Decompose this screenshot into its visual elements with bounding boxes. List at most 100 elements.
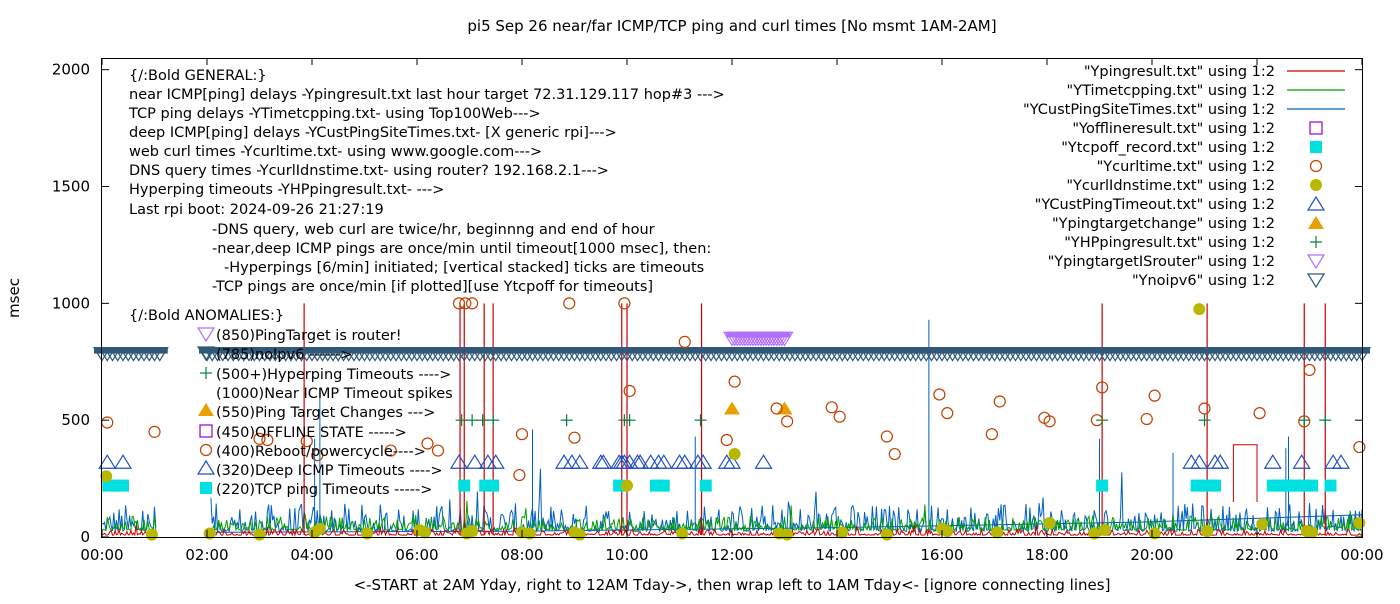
ycustping-timeout-point [554, 454, 574, 469]
ycurldns-point [145, 528, 158, 541]
x-tick-label: 12:00 [710, 546, 753, 564]
ypingtarget-change-point [724, 401, 740, 415]
anomaly-hyperping-icon [200, 367, 212, 379]
anomaly-offline-icon [199, 424, 213, 438]
ynoipv6-band [199, 347, 1370, 354]
x-tick-label: 08:00 [500, 546, 543, 564]
annotation-block: {/:Bold GENERAL:} near ICMP[ping] delays … [128, 68, 725, 498]
legend-label: "Ypingresult.txt" using 1:2 [1084, 64, 1275, 80]
ycurltime-point [1090, 414, 1103, 427]
ycustping-timeout-point [628, 454, 647, 469]
ycurldns-point [1098, 523, 1111, 536]
ycustping-timeout-point [1324, 454, 1343, 469]
ycurltime-point [101, 416, 114, 429]
annotation-line: -TCP pings are once/min [if plotted][use… [212, 279, 653, 295]
ycurltime-point [678, 335, 691, 348]
legend-swatch [1306, 273, 1326, 289]
ycurldns-point [1306, 526, 1319, 539]
ycurltime-point [459, 297, 472, 310]
annotation-line: -Hyperpings [6/min] initiated; [vertical… [224, 260, 704, 276]
annotation-line: Hyperping timeouts -YHPpingresult.txt- -… [129, 182, 444, 198]
ycustping-timeout-point [722, 454, 742, 469]
ycurldns-point [676, 527, 689, 540]
x-tick-label: 04:00 [290, 546, 333, 564]
annotation-line: Last rpi boot: 2024-09-26 21:27:19 [129, 202, 384, 218]
ycustping-timeout-point [113, 454, 133, 469]
ycurltime-point [563, 297, 576, 310]
x-tick-label: 20:00 [1130, 546, 1173, 564]
ycurldns-point [621, 479, 633, 492]
yhpping-point [560, 414, 573, 427]
anomaly-target-change-icon [198, 403, 214, 416]
x-tick-label: 00:00 [1340, 546, 1383, 564]
ycustping-timeout-point [1190, 454, 1209, 469]
ycurltime-point [300, 435, 313, 448]
ytcpoff-point [1209, 479, 1221, 492]
ycurldns-point [418, 526, 431, 539]
ycurldns-point [1043, 516, 1056, 529]
yhpping-point [487, 414, 500, 427]
legend-label: "Ynoipv6" using 1:2 [1132, 273, 1275, 289]
anomaly-reboot-icon [199, 443, 213, 457]
ytcpoff-point [458, 479, 471, 492]
ycurltime-point [933, 388, 946, 401]
ycurltime-point [623, 384, 636, 398]
ycustping-timeout-point [649, 454, 668, 469]
ycustping-timeout-point [688, 454, 707, 469]
x-tick-label: 18:00 [1025, 546, 1068, 564]
x-tick-label: 22:00 [1235, 546, 1278, 564]
ycurldns-point [991, 526, 1004, 539]
chart-title: pi5 Sep 26 near/far ICMP/TCP ping and cu… [467, 17, 996, 35]
ytcpoff-point [117, 479, 129, 492]
ycustping-timeout-point [631, 454, 650, 469]
legend-label: "Ypingtargetchange" using 1:2 [1052, 216, 1275, 232]
ycurldns-point [1193, 303, 1206, 316]
ycustping-timeout-point [675, 454, 694, 469]
ycustping-timeout-point [1211, 454, 1230, 469]
annotation-line: -near,deep ICMP pings are once/min until… [212, 241, 711, 257]
ycurltime-point [833, 410, 846, 423]
legend-swatch [1309, 121, 1323, 135]
ycurltime-point [513, 468, 526, 482]
ycurltime-point [466, 297, 479, 310]
legend-label: "YHPpingresult.txt" using 1:2 [1064, 235, 1275, 251]
ycurltime-point [1303, 363, 1316, 377]
legend-label: "YCustPingSiteTimes.txt" using 1:2 [1023, 102, 1275, 118]
ycurltime-point [888, 447, 901, 461]
ycustping-timeout-point [1263, 454, 1282, 469]
yhpping-point [623, 414, 636, 427]
x-tick-label: 02:00 [185, 546, 228, 564]
ycurldns-point [781, 528, 794, 541]
anomaly-noipv6-icon [196, 346, 216, 362]
annotation-line: {/:Bold ANOMALIES:} [129, 308, 284, 324]
ycustping-timeout-point [694, 454, 713, 469]
ycurldns-point [100, 470, 113, 483]
anomaly-tcp-timeout-icon [200, 482, 212, 494]
yhpping-point [455, 414, 468, 427]
ycurltime-point [993, 395, 1006, 408]
ypingtarget-change-point [776, 401, 793, 415]
ycurltime-point [1353, 440, 1366, 454]
ycurltime-point [941, 407, 954, 420]
ycustping-timeout-point [570, 454, 589, 469]
yhpping-point [1198, 414, 1211, 427]
ycurltime-point [985, 428, 998, 441]
ycurltime-point [148, 425, 161, 438]
ycustping-timeout-point [591, 454, 610, 469]
ycustping-timeout-point [1205, 454, 1225, 469]
ytcpoff-point [1306, 479, 1319, 492]
ycurldns-point [941, 525, 954, 538]
yhpping-point [1319, 414, 1332, 427]
ycurldns-point [1353, 516, 1366, 529]
legend-swatch [1310, 236, 1322, 248]
x-tick-label: 06:00 [395, 546, 438, 564]
ycustping-timeout-point [670, 454, 689, 469]
y-tick-label: 500 [61, 411, 90, 429]
anomaly-router-icon [196, 327, 216, 343]
annotation-line: TCP ping delays -YTimetcpping.txt- using… [128, 106, 541, 122]
legend-label: "Ytcpoff_record.txt" using 1:2 [1061, 140, 1275, 156]
ycurltime-point [1148, 389, 1161, 402]
legend-swatch [1308, 216, 1324, 229]
ycurltime-point [880, 430, 893, 443]
